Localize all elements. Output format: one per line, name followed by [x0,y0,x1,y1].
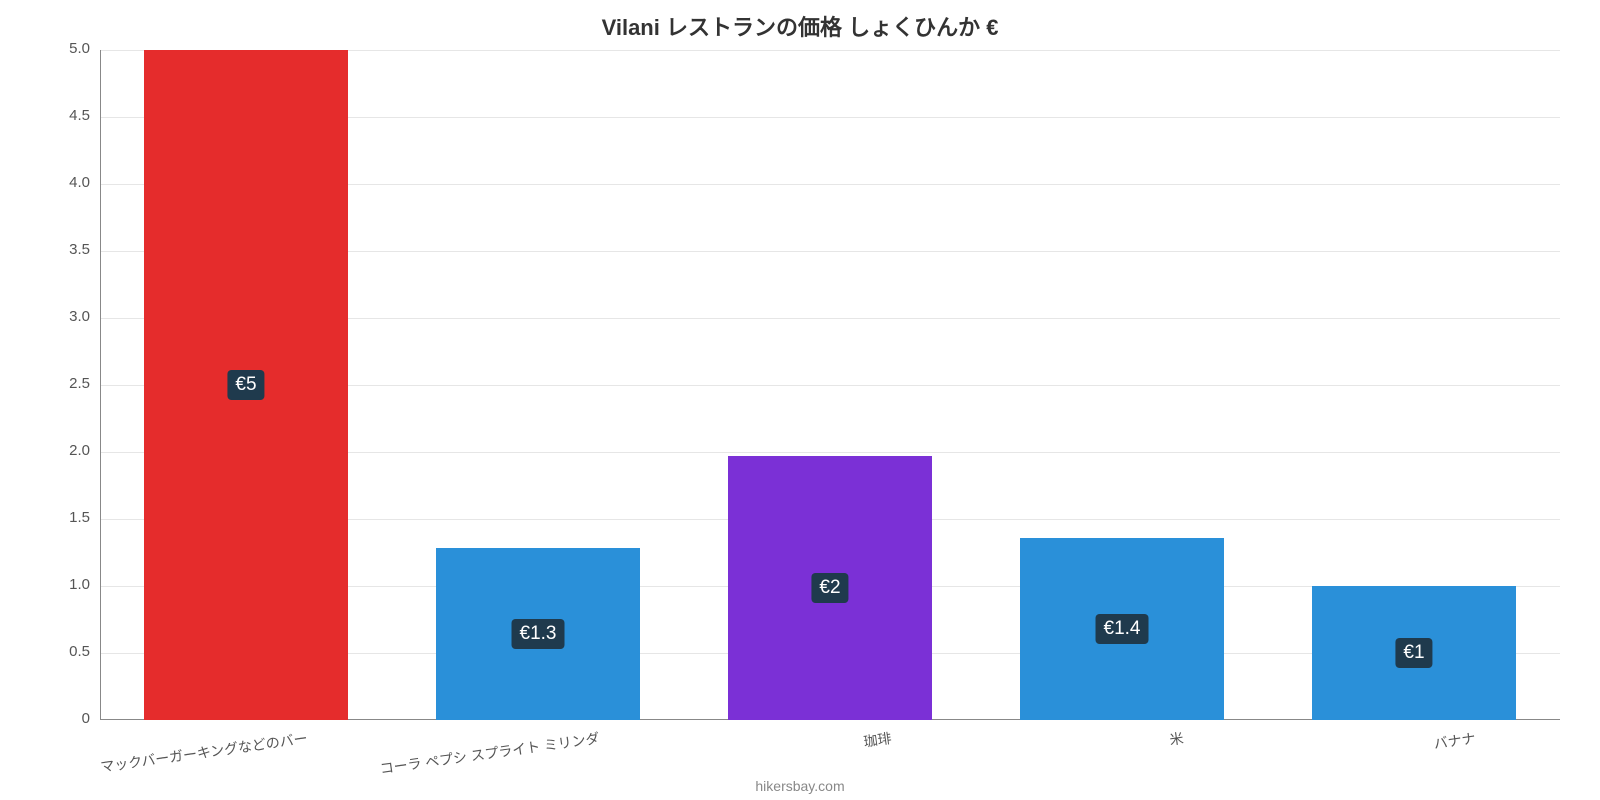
y-tick-label: 3.0 [30,308,90,325]
y-tick-label: 1.5 [30,509,90,526]
bar-value-badge: €1.3 [512,619,565,649]
x-tick-label: 米 [925,728,1185,784]
y-tick-label: 0.5 [30,643,90,660]
x-tick-label: コーラ ペプシ スプライト ミリンダ [341,728,601,784]
y-tick-label: 4.0 [30,174,90,191]
y-tick-label: 3.5 [30,241,90,258]
x-tick-label: 珈琲 [633,728,893,784]
x-tick-label: バナナ [1217,728,1477,784]
price-bar-chart: Vilani レストランの価格 しょくひんか € 00.51.01.52.02.… [0,0,1600,800]
y-tick-label: 2.0 [30,442,90,459]
y-tick-label: 1.0 [30,576,90,593]
y-tick-label: 2.5 [30,375,90,392]
bar-value-badge: €2 [811,573,848,603]
y-axis [100,50,101,720]
y-tick-label: 5.0 [30,40,90,57]
chart-title: Vilani レストランの価格 しょくひんか € [0,10,1600,42]
bar-value-badge: €1 [1395,638,1432,668]
y-tick-label: 0 [30,710,90,727]
y-tick-label: 4.5 [30,107,90,124]
x-tick-label: マックバーガーキングなどのバー [49,728,309,784]
source-credit: hikersbay.com [0,778,1600,794]
bar-value-badge: €1.4 [1096,614,1149,644]
bar-value-badge: €5 [227,370,264,400]
plot-area: 00.51.01.52.02.53.03.54.04.55.0€5マックバーガー… [100,50,1560,720]
